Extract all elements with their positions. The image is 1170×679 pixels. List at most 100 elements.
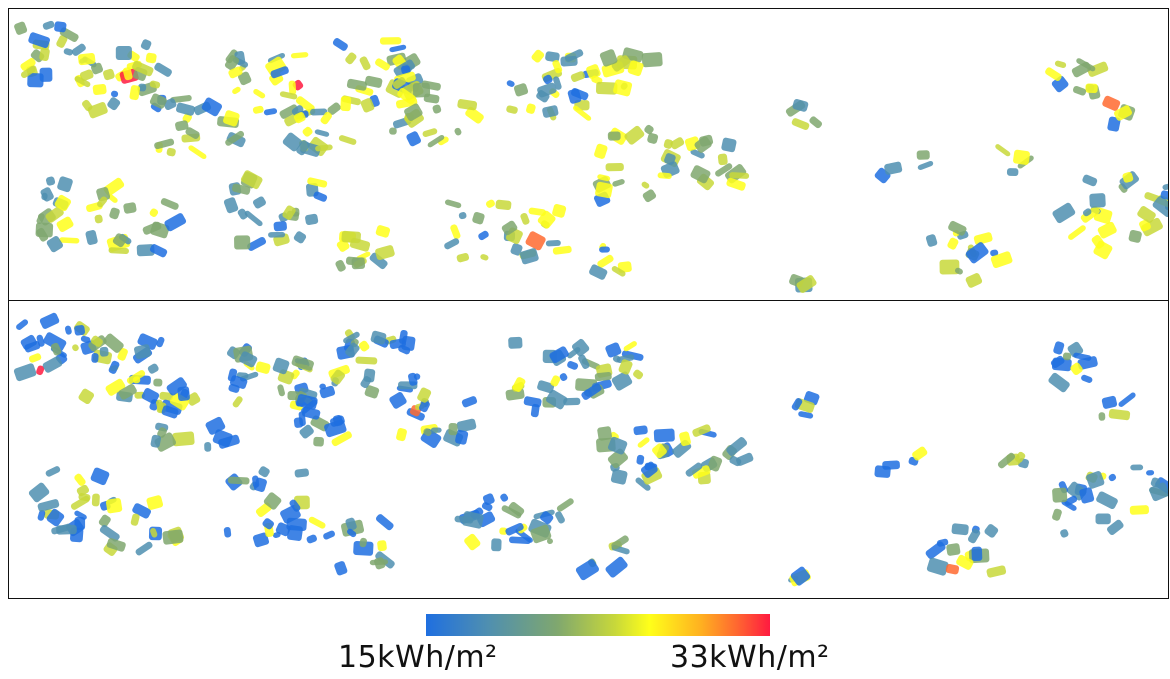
building-footprint (454, 127, 462, 136)
building-footprint (413, 373, 421, 380)
building-footprint (401, 65, 411, 75)
building-footprint (36, 213, 45, 224)
building-footprint (726, 437, 748, 456)
building-footprint (130, 513, 140, 526)
building-footprint (612, 179, 625, 187)
building-footprint (726, 177, 746, 191)
building-footprint (138, 83, 147, 92)
building-footprint (345, 517, 357, 531)
building-footprint (925, 234, 938, 247)
building-footprint (636, 454, 645, 465)
building-footprint (375, 245, 395, 260)
building-footprint (552, 245, 572, 255)
building-footprint (1101, 395, 1118, 409)
building-footprint (652, 443, 667, 459)
building-footprint (525, 231, 546, 251)
building-footprint (1014, 451, 1026, 463)
building-footprint (478, 230, 489, 241)
building-footprint (791, 398, 803, 411)
building-footprint (332, 38, 348, 51)
building-footprint (499, 527, 508, 535)
building-footprint (575, 559, 600, 581)
building-footprint (294, 468, 309, 478)
colorbar-max-label: 33kWh/m² (670, 640, 830, 675)
building-footprint (597, 174, 611, 182)
building-footprint (105, 498, 123, 514)
building-footprint (971, 546, 983, 562)
building-footprint (172, 431, 195, 447)
building-footprint (224, 55, 240, 71)
building-footprint (500, 493, 509, 502)
building-footprint (277, 384, 286, 397)
building-footprint (117, 347, 128, 361)
building-footprint (422, 128, 438, 138)
building-footprint (555, 511, 565, 524)
building-footprint (456, 252, 470, 263)
building-footprint (229, 375, 248, 389)
building-footprint (965, 273, 983, 288)
building-footprint (573, 105, 592, 121)
building-footprint (1107, 116, 1121, 132)
building-footprint (1082, 174, 1098, 187)
building-footprint (455, 429, 469, 445)
building-footprint (313, 436, 324, 447)
building-footprint (314, 129, 330, 137)
building-footprint (612, 355, 621, 363)
building-footprint (1150, 477, 1161, 488)
building-footprint (481, 502, 493, 512)
building-footprint (1062, 352, 1072, 361)
building-footprint (495, 199, 512, 211)
building-footprint (1129, 505, 1150, 515)
building-footprint (343, 331, 360, 344)
building-footprint (28, 32, 51, 49)
building-footprint (613, 79, 633, 97)
building-footprint (480, 254, 489, 261)
building-footprint (1052, 487, 1068, 503)
building-footprint (253, 477, 267, 493)
building-footprint (28, 482, 50, 503)
building-footprint (99, 524, 120, 542)
building-footprint (286, 517, 307, 532)
building-footprint (70, 495, 90, 510)
building-footprint (282, 205, 296, 220)
building-footprint (150, 434, 162, 448)
building-footprint (359, 56, 371, 71)
building-footprint (605, 342, 622, 358)
building-footprint (237, 208, 248, 220)
building-footprint (586, 64, 601, 79)
building-footprint (85, 230, 98, 245)
building-footprint (150, 527, 158, 538)
colorbar-min-label: 15kWh/m² (338, 640, 498, 675)
building-footprint (990, 249, 999, 257)
building-footprint (1130, 464, 1144, 471)
building-footprint (136, 244, 155, 257)
building-footprint (204, 442, 212, 452)
building-footprint (694, 136, 712, 153)
building-footprint (540, 511, 554, 525)
building-footprint (227, 476, 250, 485)
building-footprint (653, 428, 675, 443)
building-footprint (252, 532, 270, 548)
building-footprint (670, 137, 685, 150)
building-footprint (341, 230, 361, 244)
building-footprint (37, 510, 46, 521)
building-footprint (377, 540, 387, 552)
building-footprint (305, 213, 319, 226)
building-footprint (679, 431, 691, 446)
building-footprint (142, 221, 162, 235)
building-footprint (1079, 487, 1095, 504)
building-footprint (353, 541, 374, 556)
building-footprint (874, 465, 891, 478)
building-footprint (43, 332, 67, 352)
building-footprint (103, 333, 124, 353)
building-footprint (74, 325, 86, 336)
building-footprint (597, 254, 614, 268)
building-footprint (406, 131, 421, 147)
building-footprint (186, 392, 201, 406)
building-footprint (1052, 202, 1076, 224)
building-footprint (310, 108, 328, 116)
building-footprint (14, 21, 28, 35)
building-footprint (74, 473, 86, 486)
building-footprint (153, 378, 163, 387)
building-footprint (306, 534, 317, 544)
